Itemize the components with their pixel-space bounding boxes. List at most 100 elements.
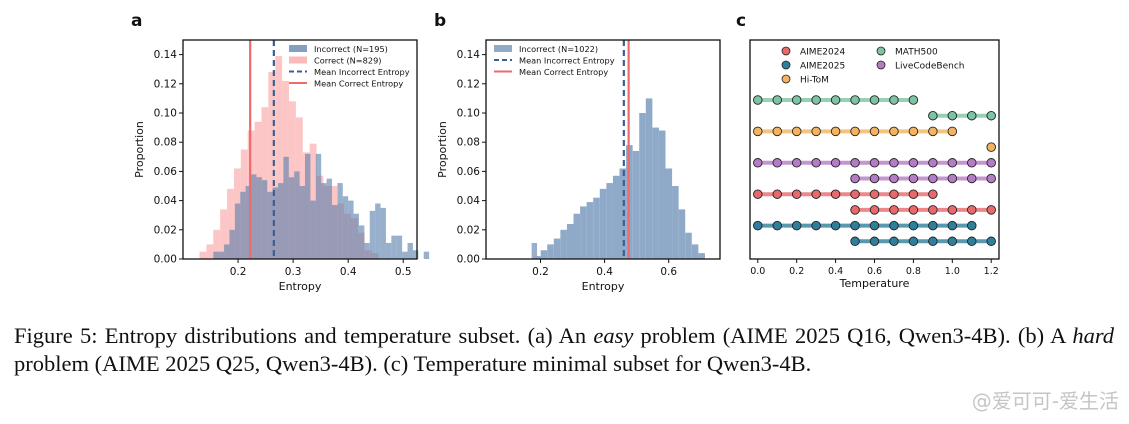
y-tick-label: 0.08: [457, 137, 480, 149]
temperature-dot: [947, 158, 958, 168]
temperature-dot: [908, 126, 919, 137]
temperature-dot: [850, 158, 860, 168]
histogram-bar: [606, 183, 613, 259]
temperature-dot: [753, 189, 763, 199]
panel-label-a: a: [131, 11, 142, 31]
figure-caption: Figure 5: Entropy distributions and temp…: [14, 322, 1114, 378]
legend-swatch: [289, 45, 307, 52]
temperature-dot: [967, 236, 977, 247]
temperature-dot: [908, 205, 919, 215]
histogram-bar: [645, 98, 653, 260]
legend-label: Incorrect (N=195): [314, 44, 388, 54]
temperature-dot: [889, 189, 899, 199]
histogram-bar: [423, 251, 430, 259]
caption-hard: hard: [1072, 323, 1114, 348]
x-axis-label: Entropy: [582, 280, 625, 293]
temperature-dot: [889, 158, 899, 168]
temperature-dot: [889, 205, 899, 215]
histogram-bar: [364, 242, 370, 259]
panel-b-chart: 0.2 0.4 0.6 0.00 0.02 0.04 0.06 0.08 0.10 0.12 0.1…: [436, 39, 721, 293]
temperature-dot: [869, 95, 880, 105]
temperature-dot: [967, 205, 977, 215]
histogram-bar: [665, 168, 673, 259]
y-tick-label: 0.00: [154, 254, 177, 266]
histogram-bar: [234, 203, 241, 259]
histogram-bar: [593, 197, 600, 259]
histogram-bar: [353, 213, 359, 259]
temperature-dot: [908, 189, 919, 199]
temperature-dot: [811, 126, 821, 137]
legend-label: MATH500: [895, 48, 938, 58]
histogram-bar: [566, 223, 574, 259]
legend-swatch: [494, 45, 512, 52]
temperature-dot: [869, 126, 880, 137]
y-axis-label: Proportion: [133, 121, 146, 178]
histogram-bar: [678, 209, 686, 259]
x-axis-label: Entropy: [279, 280, 322, 293]
temperature-dot: [928, 126, 938, 137]
histogram-bar: [267, 191, 273, 259]
y-tick-label: 0.06: [154, 166, 178, 178]
temperature-dot: [753, 126, 763, 137]
histogram-bar: [268, 72, 276, 260]
histogram-bar: [240, 191, 246, 259]
histogram-bar: [288, 177, 295, 259]
temperature-dot: [947, 110, 958, 121]
histogram-bar: [599, 188, 607, 259]
temperature-dot: [947, 205, 958, 215]
histogram-bar: [358, 225, 365, 259]
histogram-bar: [283, 156, 289, 259]
panel-c-chart: 0.0 0.2 0.4 0.6 0.8 1.0 1.2 Temperature AIME2024…: [749, 39, 1000, 290]
y-tick-label: 0.12: [154, 78, 177, 90]
temperature-dot: [791, 158, 802, 168]
histogram-bar: [218, 251, 225, 259]
legend-marker: [876, 60, 886, 70]
temperature-dot: [772, 158, 782, 168]
temperature-dot: [811, 95, 821, 105]
temperature-dot: [928, 189, 938, 199]
x-tick-label: 0.0: [750, 266, 765, 277]
temperature-dot: [869, 173, 880, 184]
legend-label: LiveCodeBench: [895, 62, 965, 72]
panel-label-b: b: [434, 11, 446, 31]
histogram-bar: [299, 186, 306, 259]
temperature-dot: [947, 173, 958, 184]
x-tick-label: 0.2: [789, 266, 804, 277]
histogram-bar: [534, 256, 541, 259]
histogram-bar: [369, 210, 376, 259]
temperature-dot: [986, 205, 996, 215]
y-tick-label: 0.00: [457, 254, 480, 266]
temperature-dot: [791, 189, 802, 199]
y-tick-label: 0.02: [457, 224, 480, 236]
temperature-dot: [986, 110, 996, 121]
temperature-dot: [811, 189, 821, 199]
histogram-bar: [540, 250, 548, 259]
temperature-dot: [947, 236, 958, 247]
temperature-dot: [986, 173, 996, 184]
histogram-bar: [658, 130, 666, 259]
temperature-dot: [928, 236, 938, 247]
temperature-dot: [811, 158, 821, 168]
histogram-bar: [639, 113, 646, 259]
legend-marker: [781, 74, 791, 84]
legend-label: Correct (N=829): [314, 56, 382, 66]
histogram-bar: [652, 127, 659, 259]
legend-swatch: [289, 56, 307, 64]
caption-part-2: problem (AIME 2025 Q16, Qwen3-4B). (b) A: [633, 323, 1073, 348]
legend-marker: [781, 60, 791, 70]
x-tick-label: 1.2: [984, 266, 999, 277]
y-tick-label: 0.14: [154, 49, 178, 61]
temperature-dot: [947, 220, 958, 231]
temperature-dot: [928, 158, 938, 168]
temperature-dot: [850, 173, 860, 184]
temperature-dot: [889, 236, 899, 247]
caption-easy: easy: [593, 323, 634, 348]
x-tick-label: 1.0: [945, 266, 960, 277]
legend-label: Incorrect (N=1022): [519, 44, 598, 54]
y-tick-label: 0.10: [457, 108, 480, 120]
histogram-bar: [220, 209, 228, 259]
temperature-dot: [869, 220, 880, 231]
histogram-bar: [261, 180, 268, 259]
histogram-bar: [315, 153, 322, 259]
temperature-dot: [753, 95, 763, 105]
